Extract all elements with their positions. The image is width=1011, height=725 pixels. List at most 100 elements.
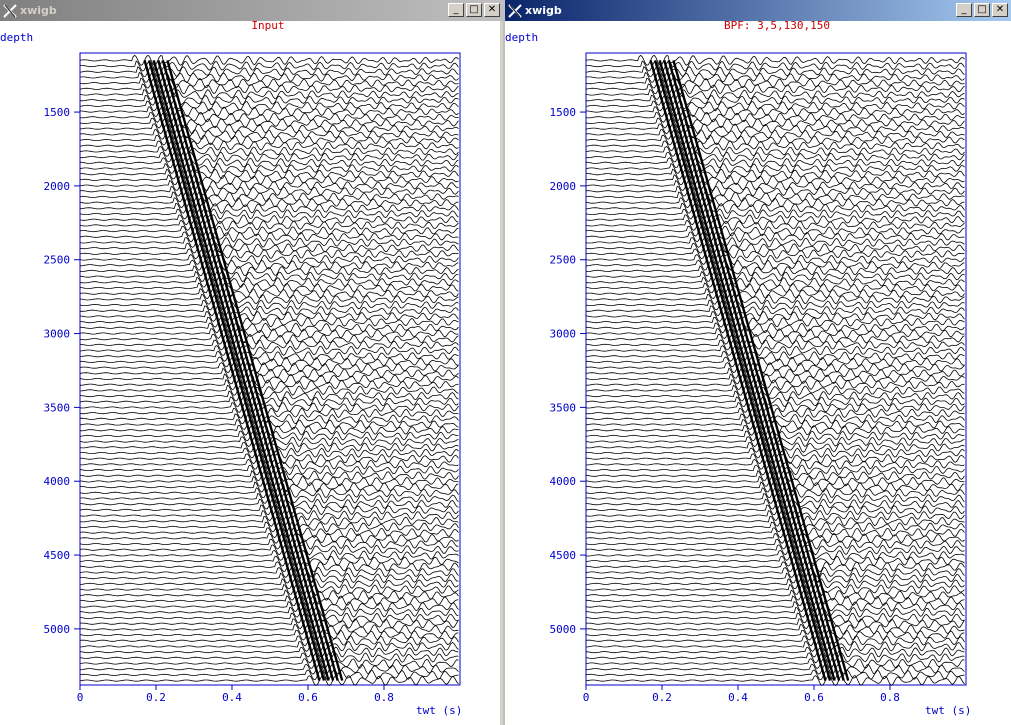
trace-line bbox=[585, 612, 965, 624]
first-break-event bbox=[672, 60, 850, 681]
maximize-button[interactable]: □ bbox=[974, 3, 990, 17]
trace-line bbox=[79, 453, 459, 465]
y-tick-label: 4500 bbox=[44, 549, 71, 562]
trace-line bbox=[79, 88, 459, 100]
trace-line bbox=[79, 83, 459, 95]
trace-line bbox=[79, 561, 459, 573]
trace-line bbox=[79, 316, 459, 328]
trace-line bbox=[79, 134, 459, 146]
trace-line bbox=[79, 663, 459, 675]
maximize-button[interactable]: □ bbox=[466, 3, 482, 17]
trace-line bbox=[585, 367, 965, 379]
first-break-event bbox=[152, 60, 330, 681]
trace-line bbox=[79, 629, 459, 641]
trace-line bbox=[79, 362, 459, 374]
trace-line bbox=[79, 128, 459, 140]
x-axis-label: twt (s) bbox=[416, 704, 462, 717]
trace-line bbox=[585, 669, 965, 681]
trace-line bbox=[585, 469, 965, 482]
first-break-event bbox=[166, 60, 344, 681]
trace-line bbox=[586, 606, 965, 618]
trace-line bbox=[80, 168, 459, 180]
trace-line bbox=[585, 310, 965, 322]
trace-line bbox=[585, 401, 965, 413]
trace-line bbox=[585, 362, 965, 374]
close-button[interactable]: ✕ bbox=[484, 3, 500, 17]
trace-line bbox=[585, 566, 965, 579]
y-tick-label: 2500 bbox=[550, 254, 577, 267]
trace-line bbox=[80, 60, 459, 72]
window-title: xwigb bbox=[525, 4, 562, 17]
trace-line bbox=[585, 658, 965, 670]
trace-line bbox=[585, 100, 965, 112]
minimize-button[interactable]: _ bbox=[956, 3, 972, 17]
trace-line bbox=[79, 549, 459, 561]
trace-line bbox=[585, 521, 965, 533]
trace-line bbox=[79, 646, 459, 658]
first-break-event bbox=[649, 60, 827, 681]
seismic-plot-area: Input depth twt (s) 1500 2000 2500 3000 3500… bbox=[0, 21, 503, 725]
trace-line bbox=[585, 140, 965, 152]
y-tick-label: 1500 bbox=[550, 106, 577, 119]
trace-line bbox=[79, 191, 459, 203]
trace-line bbox=[586, 106, 965, 117]
xwigb-window-bpf[interactable]: xwigb _ □ ✕ BPF: 3,5,130,150 depth twt (… bbox=[505, 0, 1011, 725]
trace-line bbox=[585, 475, 965, 487]
y-tick-label: 2000 bbox=[550, 180, 577, 193]
trace-line bbox=[585, 510, 965, 521]
trace-line bbox=[79, 151, 459, 163]
title-bar[interactable]: xwigb _ □ ✕ bbox=[505, 0, 1011, 21]
trace-line bbox=[79, 618, 459, 630]
trace-line bbox=[585, 441, 965, 453]
trace-line bbox=[585, 157, 965, 169]
trace-line bbox=[79, 600, 459, 612]
trace-line bbox=[79, 504, 459, 516]
trace-line bbox=[585, 492, 965, 504]
trace-line bbox=[79, 635, 459, 647]
y-axis-label: depth bbox=[0, 31, 33, 44]
trace-line bbox=[79, 623, 459, 635]
trace-line bbox=[585, 532, 965, 544]
x-tick-label: 0.2 bbox=[652, 691, 672, 704]
trace-line bbox=[79, 140, 459, 152]
trace-line bbox=[586, 60, 965, 72]
trace-line bbox=[79, 555, 459, 567]
trace-line bbox=[79, 71, 459, 84]
y-tick-label: 4000 bbox=[550, 475, 577, 488]
y-axis-label: depth bbox=[505, 31, 538, 44]
trace-line bbox=[585, 191, 965, 203]
trace-group bbox=[585, 54, 965, 687]
trace-line bbox=[79, 401, 459, 413]
trace-line bbox=[79, 612, 459, 624]
trace-line bbox=[79, 367, 459, 379]
trace-line bbox=[585, 71, 965, 84]
trace-line bbox=[80, 259, 459, 271]
trace-line bbox=[585, 219, 965, 231]
trace-line bbox=[80, 185, 459, 197]
trace-line bbox=[79, 350, 459, 362]
trace-group bbox=[79, 54, 459, 687]
trace-line bbox=[79, 322, 459, 334]
trace-line bbox=[585, 453, 965, 465]
trace-line bbox=[585, 202, 965, 214]
trace-line bbox=[585, 265, 965, 277]
trace-line bbox=[79, 669, 459, 681]
trace-line bbox=[585, 600, 965, 612]
trace-line bbox=[79, 123, 459, 135]
trace-line bbox=[80, 106, 459, 117]
close-button[interactable]: ✕ bbox=[992, 3, 1008, 17]
trace-line bbox=[585, 339, 965, 351]
trace-line bbox=[79, 117, 459, 129]
trace-line bbox=[585, 373, 965, 385]
trace-line bbox=[79, 640, 459, 652]
trace-line bbox=[586, 168, 965, 180]
trace-line bbox=[79, 492, 459, 504]
trace-line bbox=[79, 527, 459, 539]
trace-line bbox=[585, 652, 965, 664]
xwigb-window-input[interactable]: xwigb _ □ ✕ Input depth twt (s) 1500 2000… bbox=[0, 0, 503, 725]
minimize-button[interactable]: _ bbox=[448, 3, 464, 17]
trace-line bbox=[585, 527, 965, 539]
x-tick-label: 0.8 bbox=[374, 691, 394, 704]
x-logo-icon bbox=[2, 3, 18, 19]
title-bar[interactable]: xwigb _ □ ✕ bbox=[0, 0, 503, 21]
